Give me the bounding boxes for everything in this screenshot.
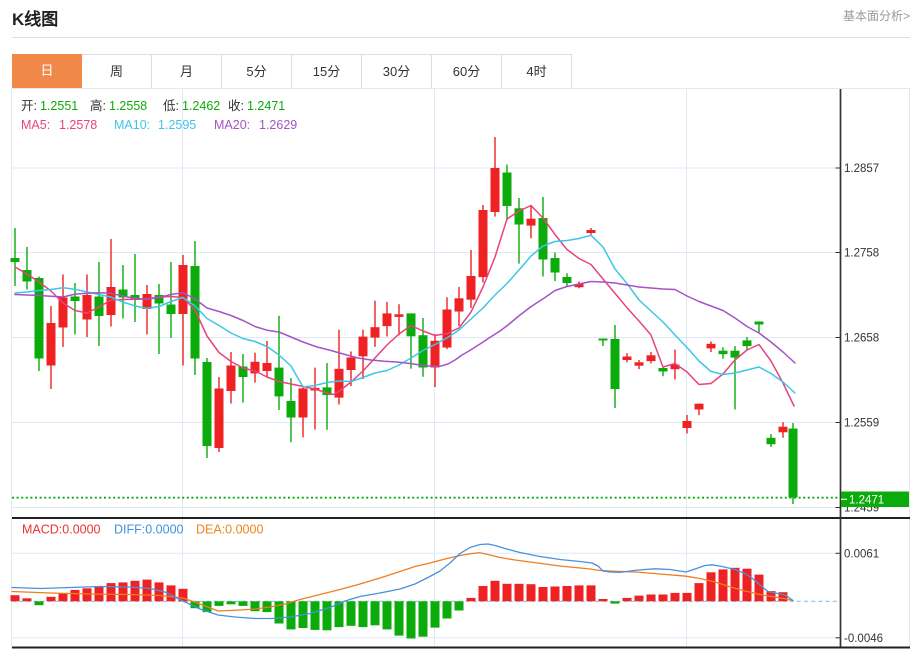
svg-text:1.2658: 1.2658 (844, 333, 879, 345)
svg-text:0.0061: 0.0061 (844, 548, 879, 560)
svg-text:1.2559: 1.2559 (844, 418, 879, 430)
svg-text:-0.0046: -0.0046 (844, 633, 883, 645)
svg-text:1.2758: 1.2758 (844, 248, 879, 260)
svg-text:1.2857: 1.2857 (844, 163, 879, 175)
svg-text:1.2471: 1.2471 (849, 495, 884, 507)
